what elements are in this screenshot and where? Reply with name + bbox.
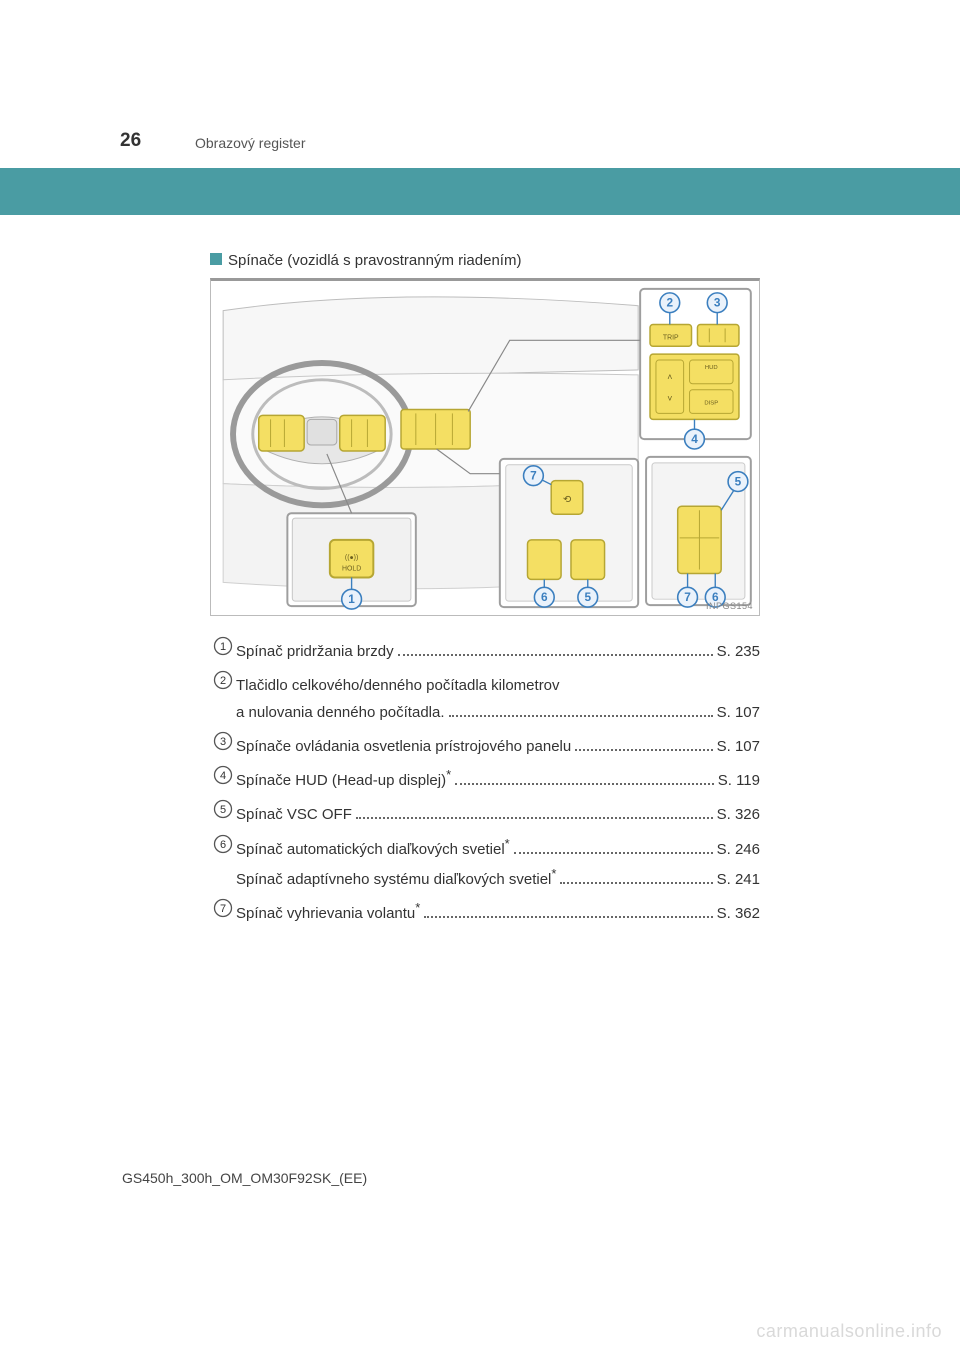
leader-dots bbox=[356, 808, 713, 819]
list-item: a nulovania denného počítadla. S. 107 bbox=[210, 701, 760, 724]
svg-text:3: 3 bbox=[220, 736, 226, 748]
list-marker-icon: 4 bbox=[210, 765, 236, 785]
list-page: S. 107 bbox=[717, 735, 760, 758]
leader-dots bbox=[424, 907, 712, 918]
svg-text:HUD: HUD bbox=[705, 365, 718, 371]
list-marker-icon: 3 bbox=[210, 731, 236, 751]
svg-text:5: 5 bbox=[584, 590, 591, 604]
list-page: S. 246 bbox=[717, 838, 760, 861]
svg-text:DISP: DISP bbox=[704, 401, 718, 407]
list-text: Spínače ovládania osvetlenia prístrojové… bbox=[236, 735, 571, 758]
svg-text:˄: ˄ bbox=[667, 372, 672, 382]
svg-text:3: 3 bbox=[714, 296, 721, 310]
list-item: 4 Spínače HUD (Head-up displej)* S. 119 bbox=[210, 765, 760, 792]
dashboard-svg: ((●)) HOLD TRIP ˄ ˅ HUD bbox=[211, 281, 759, 615]
list-text: Spínač vyhrievania volantu* bbox=[236, 898, 420, 925]
svg-text:2: 2 bbox=[220, 675, 226, 687]
footnote-star-icon: * bbox=[446, 767, 451, 782]
svg-text:˅: ˅ bbox=[667, 394, 672, 404]
svg-text:4: 4 bbox=[691, 432, 698, 446]
list-text: Spínač pridržania brzdy bbox=[236, 640, 394, 663]
watermark: carmanualsonline.info bbox=[756, 1321, 942, 1342]
svg-text:1: 1 bbox=[348, 592, 355, 606]
list-item: 7 Spínač vyhrievania volantu* S. 362 bbox=[210, 898, 760, 925]
list-item: 2 Tlačidlo celkového/denného počítadla k… bbox=[210, 670, 760, 697]
leader-dots bbox=[455, 774, 714, 785]
image-code: INPGS154 bbox=[706, 601, 753, 611]
footnote-star-icon: * bbox=[415, 900, 420, 915]
section-heading: Spínače (vozidlá s pravostranným riadení… bbox=[210, 252, 521, 269]
leader-dots bbox=[398, 645, 713, 656]
page: 26 Obrazový register Spínače (vozidlá s … bbox=[0, 0, 960, 1358]
list-page: S. 119 bbox=[718, 769, 760, 792]
list-text: Spínač adaptívneho systému diaľkových sv… bbox=[236, 864, 556, 891]
svg-text:6: 6 bbox=[541, 590, 548, 604]
svg-text:7: 7 bbox=[684, 590, 691, 604]
list-item: 1 Spínač pridržania brzdy S. 235 bbox=[210, 636, 760, 663]
list-marker-icon: 6 bbox=[210, 834, 236, 854]
footer-code: GS450h_300h_OM_OM30F92SK_(EE) bbox=[122, 1170, 367, 1186]
list-page: S. 362 bbox=[717, 902, 760, 925]
index-list: 1 Spínač pridržania brzdy S. 235 2 Tlači… bbox=[210, 636, 760, 932]
list-text: a nulovania denného počítadla. bbox=[236, 701, 445, 724]
list-marker-icon: 2 bbox=[210, 670, 236, 690]
list-item: Spínač adaptívneho systému diaľkových sv… bbox=[210, 864, 760, 891]
svg-text:((●)): ((●)) bbox=[345, 555, 358, 562]
list-item: 3 Spínače ovládania osvetlenia prístrojo… bbox=[210, 731, 760, 758]
list-page: S. 241 bbox=[717, 868, 760, 891]
list-marker-icon: 1 bbox=[210, 636, 236, 656]
page-number: 26 bbox=[120, 130, 141, 152]
list-page: S. 107 bbox=[717, 701, 760, 724]
header-title: Obrazový register bbox=[195, 135, 305, 151]
dashboard-illustration: ((●)) HOLD TRIP ˄ ˅ HUD bbox=[210, 278, 760, 616]
list-page: S. 326 bbox=[717, 803, 760, 826]
list-item: 5 Spínač VSC OFF S. 326 bbox=[210, 799, 760, 826]
list-text: Tlačidlo celkového/denného počítadla kil… bbox=[236, 674, 560, 697]
list-marker-icon: 5 bbox=[210, 799, 236, 819]
header-row: 26 Obrazový register bbox=[0, 130, 960, 160]
bullet-square-icon bbox=[210, 253, 222, 265]
leader-dots bbox=[575, 740, 712, 751]
list-text: Spínače HUD (Head-up displej)* bbox=[236, 765, 451, 792]
svg-text:5: 5 bbox=[220, 804, 226, 816]
leader-dots bbox=[560, 873, 712, 884]
svg-text:1: 1 bbox=[220, 641, 226, 653]
footnote-star-icon: * bbox=[551, 866, 556, 881]
list-text: Spínač VSC OFF bbox=[236, 803, 352, 826]
svg-text:6: 6 bbox=[220, 839, 226, 851]
list-item: 6 Spínač automatických diaľkových svetie… bbox=[210, 834, 760, 861]
leader-dots bbox=[514, 842, 713, 853]
list-page: S. 235 bbox=[717, 640, 760, 663]
svg-text:4: 4 bbox=[220, 770, 226, 782]
svg-text:5: 5 bbox=[735, 475, 742, 489]
section-heading-text: Spínače (vozidlá s pravostranným riadení… bbox=[228, 252, 521, 269]
svg-text:TRIP: TRIP bbox=[663, 334, 679, 341]
leader-dots bbox=[449, 705, 713, 716]
svg-text:7: 7 bbox=[530, 469, 537, 483]
list-marker-icon: 7 bbox=[210, 898, 236, 918]
svg-text:HOLD: HOLD bbox=[342, 566, 361, 573]
svg-text:7: 7 bbox=[220, 903, 226, 915]
svg-text:2: 2 bbox=[666, 296, 673, 310]
header-teal-bar bbox=[0, 168, 960, 215]
svg-text:⟲: ⟲ bbox=[563, 494, 572, 505]
footnote-star-icon: * bbox=[505, 836, 510, 851]
list-text: Spínač automatických diaľkových svetiel* bbox=[236, 834, 510, 861]
